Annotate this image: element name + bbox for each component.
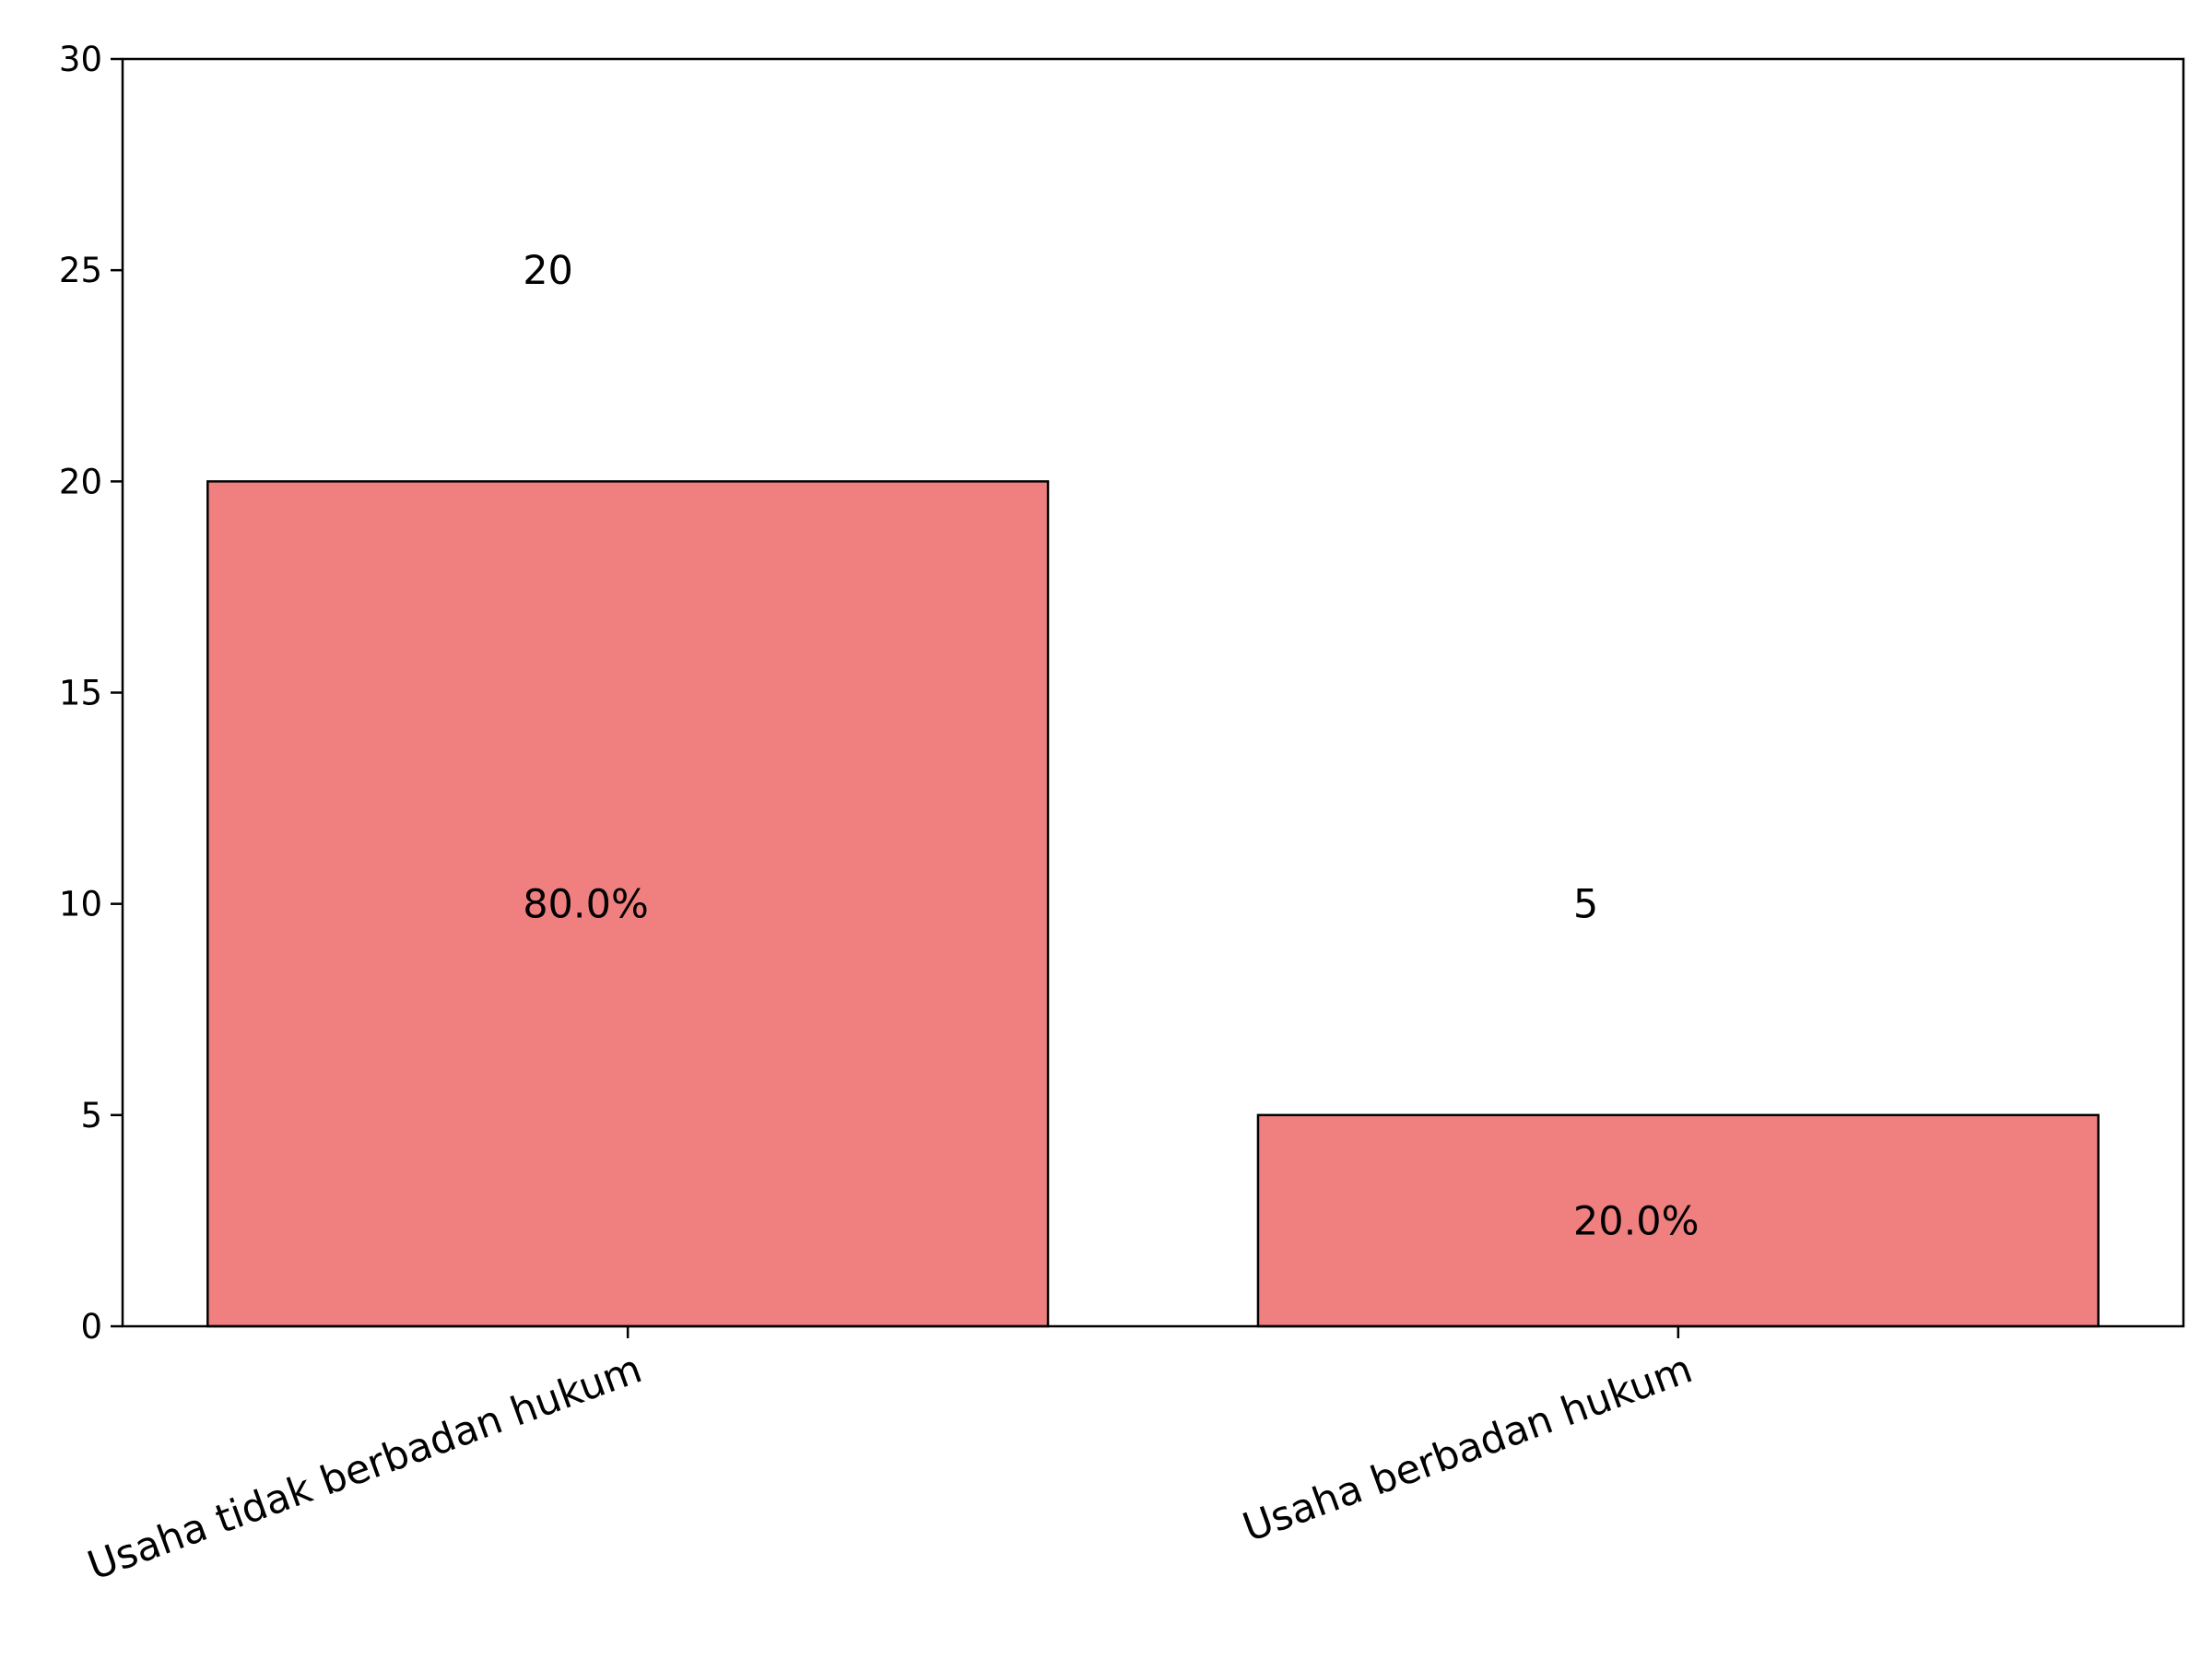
percent-label-1: 20.0% (1573, 1198, 1700, 1244)
y-tick-label-6: 30 (59, 40, 102, 79)
y-axis: 0 5 10 15 20 25 30 (59, 40, 123, 1347)
y-tick-label-1: 5 (80, 1096, 102, 1135)
bar-1 (1256, 1113, 2100, 1328)
count-label-1: 5 (1573, 882, 1598, 928)
y-tick-label-2: 10 (59, 885, 102, 924)
y-tick-label-5: 25 (59, 251, 102, 290)
count-label-0: 20 (523, 248, 573, 294)
y-tick-label-0: 0 (80, 1307, 102, 1347)
percent-label-0: 80.0% (523, 882, 649, 928)
bar-0 (206, 480, 1050, 1328)
y-tick-label-4: 20 (59, 462, 102, 501)
plot-frame (121, 57, 2185, 1328)
x-axis: Usaha tidak berbadan hukum Usaha berbadan… (82, 1326, 1699, 1590)
x-tick-label-1: Usaha berbadan hukum (1237, 1346, 1698, 1551)
y-tick-label-3: 15 (59, 674, 102, 713)
bars-layer (206, 480, 2100, 1328)
data-labels-layer: 80.0% 20 20.0% 5 (523, 248, 1699, 1244)
x-tick-label-0: Usaha tidak berbadan hukum (82, 1346, 648, 1589)
